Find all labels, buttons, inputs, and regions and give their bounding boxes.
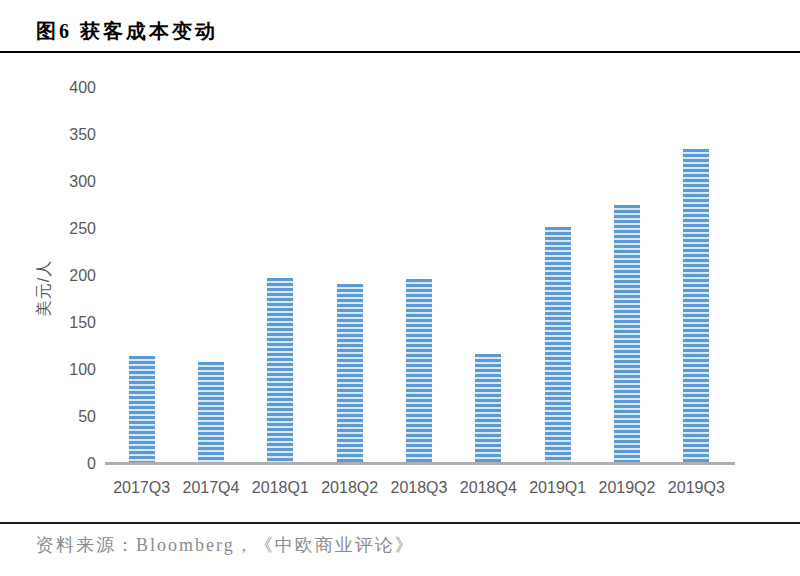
x-axis-label: 2019Q1 (523, 479, 592, 497)
x-axis-line (105, 462, 735, 465)
x-axis-label: 2018Q1 (246, 479, 315, 497)
bar-2018Q2 (337, 284, 363, 464)
figure-container: 图6 获客成本变动 美元/人 0501001502002503003504002… (0, 0, 800, 576)
bar-2018Q3 (406, 279, 432, 464)
y-axis-tick-label: 350 (0, 125, 96, 145)
y-axis-tick-label: 50 (0, 407, 96, 427)
y-axis-tick-label: 0 (0, 454, 96, 474)
figure-title: 图6 获客成本变动 (36, 18, 218, 45)
x-axis-label: 2018Q2 (315, 479, 384, 497)
bar-2017Q3 (129, 356, 155, 464)
x-axis-label: 2017Q4 (176, 479, 245, 497)
x-axis-label: 2017Q3 (107, 479, 176, 497)
title-divider-line (0, 51, 800, 53)
y-axis-tick-label: 400 (0, 78, 96, 98)
source-note: 资料来源：Bloomberg，《中欧商业评论》 (36, 533, 415, 557)
footer-divider-line (0, 522, 800, 524)
x-axis-label: 2019Q3 (662, 479, 731, 497)
y-axis-tick-label: 200 (0, 266, 96, 286)
x-axis-label: 2018Q4 (454, 479, 523, 497)
y-axis-tick-label: 150 (0, 313, 96, 333)
bar-2018Q1 (267, 278, 293, 464)
bar-2017Q4 (198, 362, 224, 464)
bar-2019Q1 (545, 227, 571, 464)
y-axis-tick-label: 250 (0, 219, 96, 239)
bar-2019Q2 (614, 205, 640, 464)
x-axis-label: 2018Q3 (384, 479, 453, 497)
y-axis-tick-label: 100 (0, 360, 96, 380)
bar-2019Q3 (683, 149, 709, 464)
y-axis-tick-label: 300 (0, 172, 96, 192)
bar-2018Q4 (475, 354, 501, 464)
x-axis-label: 2019Q2 (592, 479, 661, 497)
